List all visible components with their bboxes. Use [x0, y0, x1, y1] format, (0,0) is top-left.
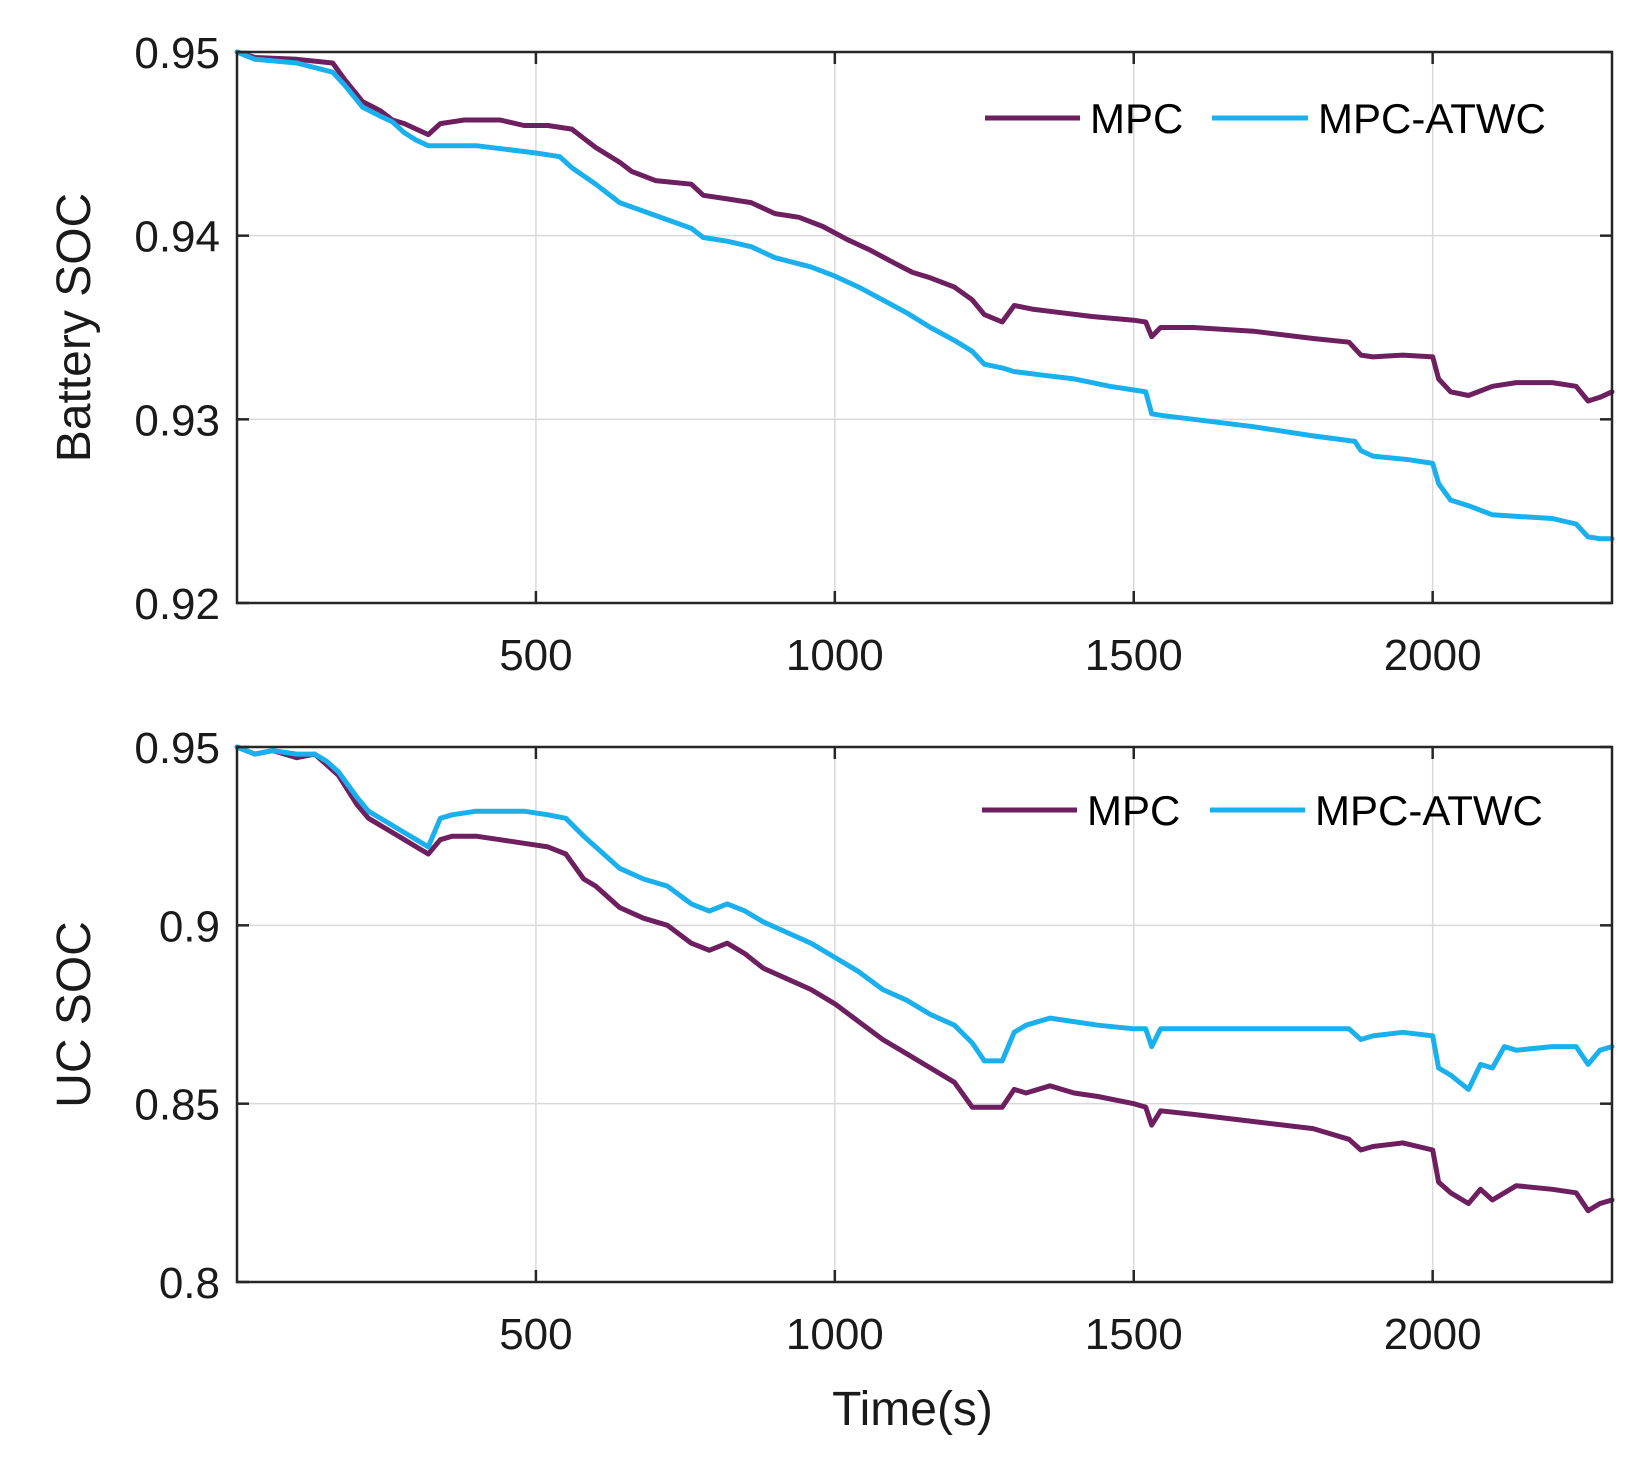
- x-tick-label: 500: [499, 1310, 572, 1359]
- y-axis-label: UC SOC: [48, 921, 101, 1108]
- y-tick-label: 0.93: [134, 396, 220, 445]
- chart-2: 500 1000 1500 2000 0.8 0.85 0.9 0.95 UC SOC Time(…: [48, 724, 1615, 1436]
- y-axis-label: Battery SOC: [48, 193, 101, 462]
- y-tick-label: 0.9: [159, 902, 220, 951]
- x-axis-label: Time(s): [832, 1383, 993, 1436]
- x-tick-label: 1500: [1085, 1310, 1183, 1359]
- x-tick-label: 2000: [1384, 1310, 1482, 1359]
- legend: MPC MPC-ATWC: [985, 95, 1546, 142]
- x-tick-label: 1000: [786, 631, 884, 680]
- x-tick-label: 500: [499, 631, 572, 680]
- legend-label-mpc: MPC: [1087, 787, 1180, 834]
- legend-label-mpc: MPC: [1090, 95, 1183, 142]
- plot-frame: [235, 745, 1614, 1284]
- legend-label-mpc-atwc: MPC-ATWC: [1318, 95, 1546, 142]
- legend: MPC MPC-ATWC: [982, 787, 1543, 834]
- y-tick-label: 0.92: [134, 580, 220, 629]
- chart-1: 500 1000 1500 2000 0.92 0.93 0.94 0.95 Battery S…: [48, 29, 1615, 680]
- legend-label-mpc-atwc: MPC-ATWC: [1315, 787, 1543, 834]
- x-tick-label: 1500: [1085, 631, 1183, 680]
- plot-frame: [235, 50, 1614, 605]
- series-line-mpc: [234, 744, 1615, 1214]
- y-tick-label: 0.85: [134, 1081, 220, 1130]
- y-tick-label: 0.8: [159, 1259, 220, 1308]
- series-line-mpc-atwc: [234, 49, 1615, 542]
- y-tick-label: 0.95: [134, 724, 220, 773]
- series-line-mpc-atwc: [234, 744, 1615, 1092]
- y-tick-label: 0.95: [134, 29, 220, 78]
- x-tick-label: 1000: [786, 1310, 884, 1359]
- y-tick-label: 0.94: [134, 213, 220, 262]
- series-line-mpc: [234, 49, 1615, 404]
- x-tick-label: 2000: [1384, 631, 1482, 680]
